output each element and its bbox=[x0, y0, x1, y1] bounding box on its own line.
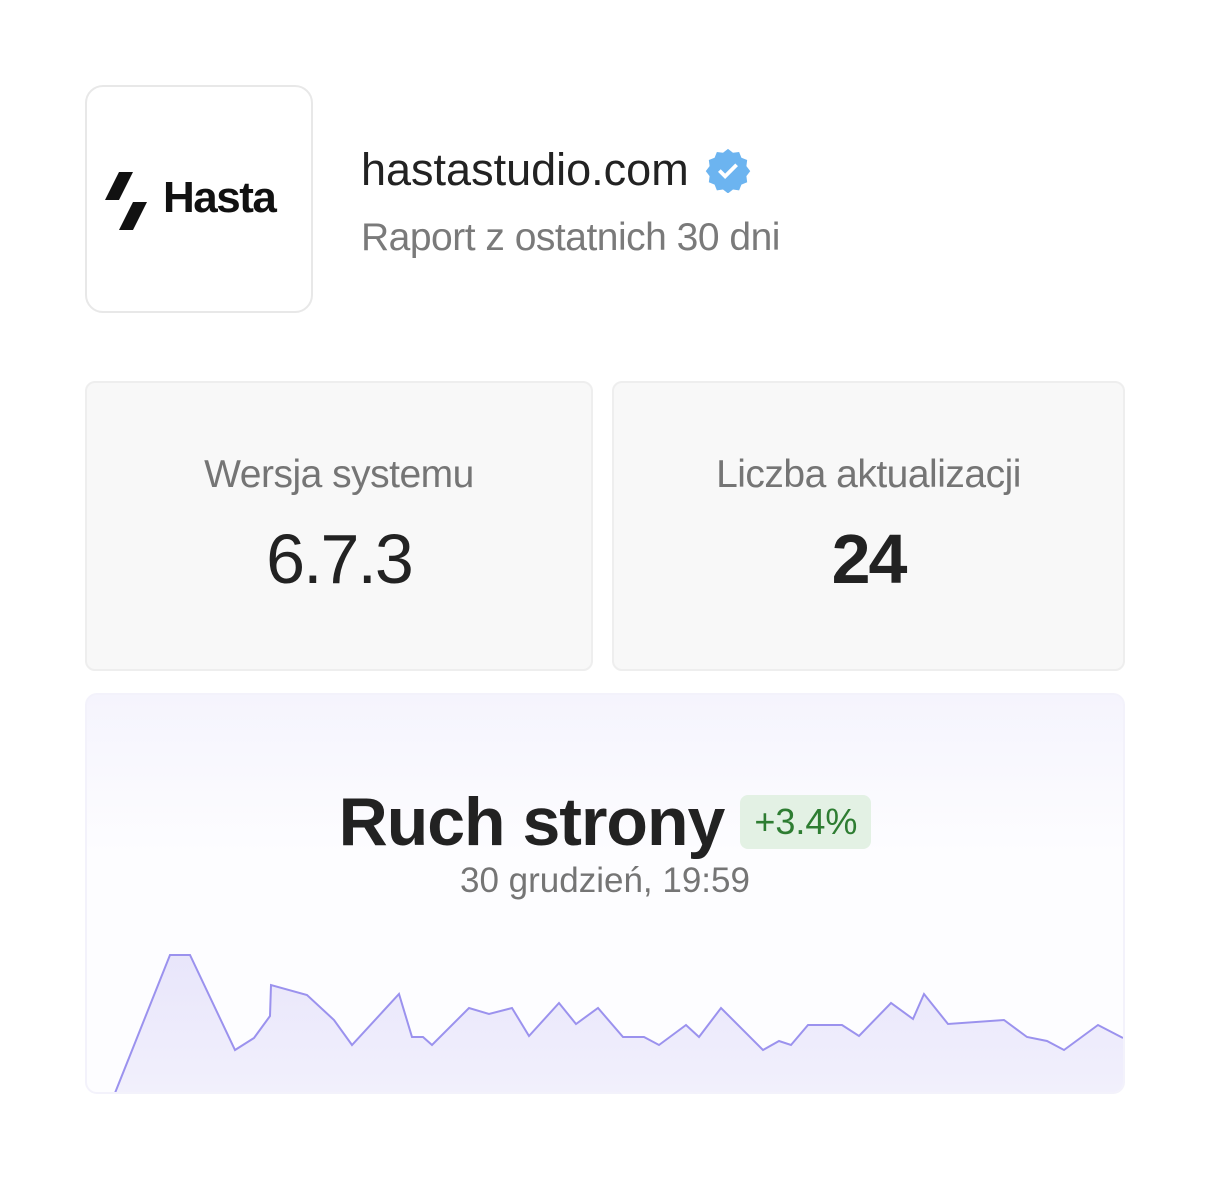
hasta-logo-icon bbox=[105, 172, 147, 230]
system-version-card: Wersja systemu 6.7.3 bbox=[85, 381, 593, 671]
updates-count-card: Liczba aktualizacji 24 bbox=[612, 381, 1125, 671]
report-subtitle: Raport z ostatnich 30 dni bbox=[361, 216, 780, 259]
traffic-card: Ruch strony +3.4% 30 grudzień, 19:59 bbox=[85, 693, 1125, 1094]
stat-label: Liczba aktualizacji bbox=[716, 453, 1021, 496]
stat-value: 6.7.3 bbox=[266, 520, 414, 598]
stat-label: Wersja systemu bbox=[204, 453, 474, 496]
site-name: hastastudio.com bbox=[361, 144, 751, 196]
change-badge: +3.4% bbox=[740, 795, 872, 849]
traffic-timestamp: 30 grudzień, 19:59 bbox=[460, 861, 750, 900]
traffic-chart bbox=[114, 954, 1123, 1092]
logo: Hasta bbox=[85, 85, 313, 313]
traffic-area bbox=[115, 955, 1123, 1092]
traffic-title: Ruch strony bbox=[338, 784, 726, 860]
verified-badge-icon bbox=[705, 148, 750, 193]
stat-value: 24 bbox=[831, 520, 908, 598]
logo-text: Hasta bbox=[163, 173, 277, 222]
site-domain: hastastudio.com bbox=[361, 144, 689, 195]
traffic-line bbox=[114, 954, 1123, 1092]
